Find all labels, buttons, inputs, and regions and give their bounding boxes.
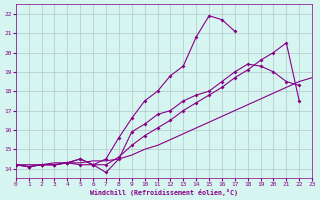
X-axis label: Windchill (Refroidissement éolien,°C): Windchill (Refroidissement éolien,°C) [90, 189, 238, 196]
